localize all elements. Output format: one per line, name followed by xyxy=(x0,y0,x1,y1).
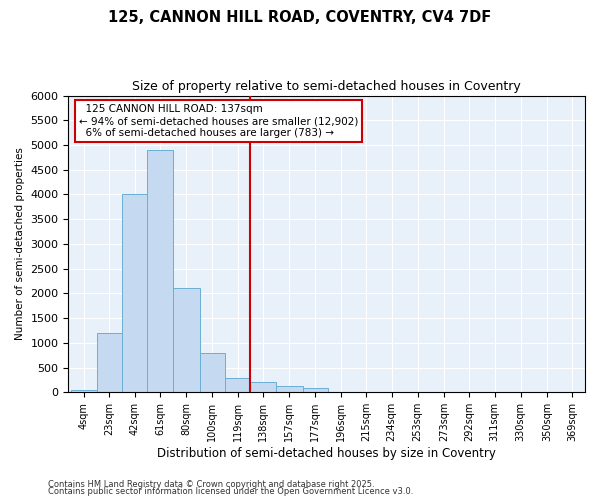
Title: Size of property relative to semi-detached houses in Coventry: Size of property relative to semi-detach… xyxy=(133,80,521,93)
Bar xyxy=(276,386,302,392)
Text: Contains HM Land Registry data © Crown copyright and database right 2025.: Contains HM Land Registry data © Crown c… xyxy=(48,480,374,489)
Text: 125 CANNON HILL ROAD: 137sqm
← 94% of semi-detached houses are smaller (12,902)
: 125 CANNON HILL ROAD: 137sqm ← 94% of se… xyxy=(79,104,358,138)
Bar xyxy=(225,378,250,392)
Bar xyxy=(148,150,173,392)
Bar xyxy=(250,382,276,392)
Bar xyxy=(71,390,97,392)
Y-axis label: Number of semi-detached properties: Number of semi-detached properties xyxy=(15,148,25,340)
X-axis label: Distribution of semi-detached houses by size in Coventry: Distribution of semi-detached houses by … xyxy=(157,447,496,460)
Text: Contains public sector information licensed under the Open Government Licence v3: Contains public sector information licen… xyxy=(48,487,413,496)
Text: 125, CANNON HILL ROAD, COVENTRY, CV4 7DF: 125, CANNON HILL ROAD, COVENTRY, CV4 7DF xyxy=(109,10,491,25)
Bar xyxy=(302,388,328,392)
Bar xyxy=(200,353,225,393)
Bar xyxy=(122,194,148,392)
Bar xyxy=(97,333,122,392)
Bar xyxy=(173,288,200,393)
